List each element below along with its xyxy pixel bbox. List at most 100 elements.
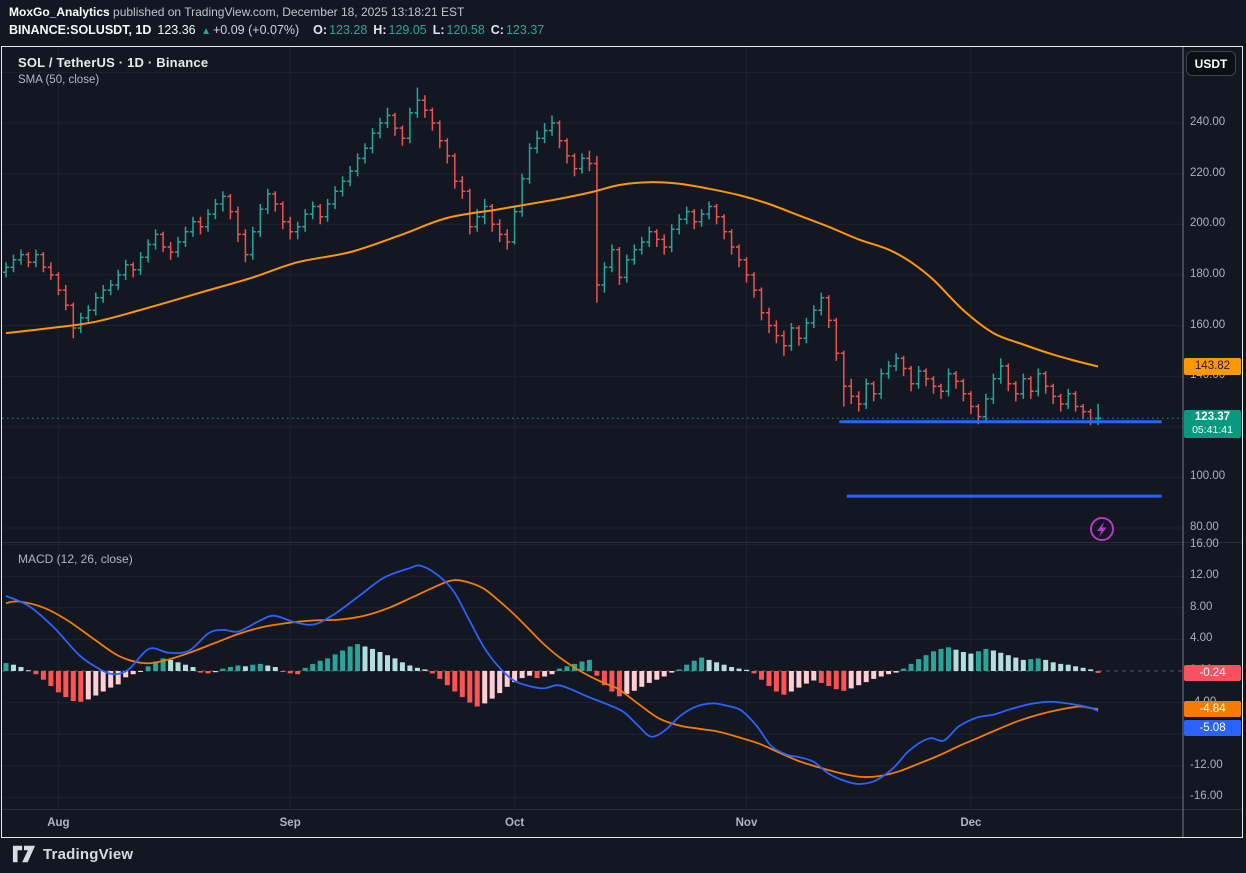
macd-histogram-bar — [429, 671, 435, 674]
ohlc-bar — [10, 254, 17, 273]
macd-histogram-bar — [444, 671, 450, 686]
macd-histogram-bar — [3, 663, 9, 671]
ohlc-bar — [863, 378, 870, 409]
ohlc-bar — [130, 262, 137, 278]
ohlc-bar — [339, 176, 346, 197]
low-value: 120.58 — [446, 23, 485, 37]
macd-histogram-bar — [519, 671, 525, 679]
axis-tick-label: 180.00 — [1190, 267, 1226, 280]
macd-histogram-bar — [557, 668, 562, 671]
ohlc-bar — [332, 186, 339, 210]
ohlc-bar — [160, 231, 167, 253]
macd-histogram-bar — [818, 671, 824, 683]
price-change: +0.09 (+0.07%) — [213, 23, 300, 37]
macd-histogram-bar — [497, 671, 503, 694]
time-axis[interactable]: Aug Sep Oct Nov Dec — [2, 810, 1183, 837]
macd-histogram-bar — [85, 671, 91, 700]
ohlc-bar — [302, 209, 309, 232]
macd-histogram-bar — [938, 648, 944, 671]
macd-histogram-bar — [48, 671, 54, 686]
ohlc-bar — [893, 353, 900, 372]
ohlc-bar — [279, 201, 286, 230]
publish-info-text: published on TradingView.com, December 1… — [109, 5, 465, 19]
ohlc-bar — [870, 381, 877, 402]
ohlc-bar — [384, 107, 391, 129]
ohlc-bar — [25, 252, 32, 268]
boost-lightning-icon[interactable] — [1088, 515, 1116, 543]
ohlc-bar — [294, 221, 301, 240]
ohlc-bar — [900, 355, 907, 377]
macd-histogram-bar — [863, 671, 869, 683]
macd-histogram-bar — [63, 671, 69, 698]
open-value: 123.28 — [329, 23, 368, 37]
macd-histogram-bar — [953, 649, 959, 671]
ohlc-bar — [70, 302, 77, 339]
macd-histogram-bar — [40, 671, 46, 680]
macd-histogram-bar — [773, 671, 779, 692]
macd-histogram-bar — [325, 658, 331, 671]
currency-toggle-button[interactable]: USDT — [1186, 51, 1236, 76]
macd-histogram-bar — [960, 652, 966, 671]
macd-histogram-bar — [878, 671, 884, 677]
axis-tick-label: 220.00 — [1190, 166, 1226, 179]
axis-tick-label: 200.00 — [1190, 217, 1226, 230]
axis-tick-label: -12.00 — [1190, 758, 1223, 771]
ohlc-bar — [354, 153, 361, 177]
ohlc-bar — [3, 262, 9, 278]
ohlc-bar — [833, 317, 840, 361]
macd-histogram-bar — [826, 671, 832, 686]
ohlc-bar — [347, 166, 354, 187]
close-value: 123.37 — [505, 23, 545, 37]
axis-tick-label: 8.00 — [1190, 600, 1213, 613]
macd-histogram-bar — [998, 652, 1004, 671]
ohlc-bar — [504, 229, 511, 250]
ohlc-bar — [923, 368, 929, 387]
sma50-line — [5, 181, 1099, 368]
macd-histogram-bar — [841, 671, 847, 691]
macd-histogram-bar — [1020, 659, 1026, 671]
chart-canvas[interactable] — [2, 47, 1242, 837]
macd-histogram-bar — [654, 671, 660, 680]
macd-histogram-bar — [527, 671, 533, 676]
ohlc-bar — [399, 125, 406, 146]
macd-histogram-bar — [975, 651, 981, 671]
macd-histogram-bar — [130, 671, 136, 675]
ohlc-bar — [586, 150, 593, 172]
macd-histogram-bar — [257, 663, 263, 671]
macd-histogram-bar — [788, 671, 794, 692]
author-name: MoxGo_Analytics — [9, 5, 110, 19]
time-axis-month-label: Nov — [735, 817, 758, 829]
ohlc-bar — [242, 229, 249, 263]
macd-histogram-bar — [407, 665, 413, 671]
macd-histogram-bar — [183, 664, 188, 671]
ohlc-bar — [234, 206, 241, 242]
time-axis-month-label: Sep — [279, 817, 301, 829]
time-axis-month-label: Aug — [47, 817, 70, 829]
tradingview-footer[interactable]: TradingView — [12, 844, 133, 864]
ohlc-bar — [62, 285, 69, 311]
macd-histogram-bar — [534, 671, 540, 679]
macd-histogram-bar — [901, 668, 907, 671]
macd-histogram-bar — [317, 660, 323, 671]
symbol-info-line: BINANCE:SOLUSDT, 1D 123.36 ▲ +0.09 (+0.07%… — [9, 23, 544, 37]
macd-histogram-bar — [100, 671, 106, 692]
ohlc-bar — [1005, 363, 1012, 392]
ohlc-bar — [1012, 381, 1019, 402]
ohlc-bar — [1050, 383, 1057, 404]
ohlc-bar — [556, 120, 563, 149]
ohlc-bar — [115, 269, 122, 291]
ohlc-bar — [1035, 368, 1042, 397]
axis-tick-label: -16.00 — [1190, 790, 1223, 803]
macd-histogram-bar — [205, 671, 211, 674]
macd-histogram-bar — [908, 663, 914, 671]
axis-tick-label: 4.00 — [1190, 632, 1213, 645]
ohlc-bar — [227, 193, 234, 220]
macd-histogram-bar — [893, 671, 899, 673]
low-label: L: — [432, 23, 445, 37]
ohlc-bar — [616, 247, 623, 285]
macd-histogram-bar — [235, 665, 241, 671]
macd-histogram-bar — [833, 671, 839, 690]
last-price-badge: 123.37 05:41:41 — [1184, 410, 1241, 438]
symbol-title: BINANCE:SOLUSDT, 1D — [9, 23, 152, 37]
ohlc-bar — [676, 214, 683, 235]
